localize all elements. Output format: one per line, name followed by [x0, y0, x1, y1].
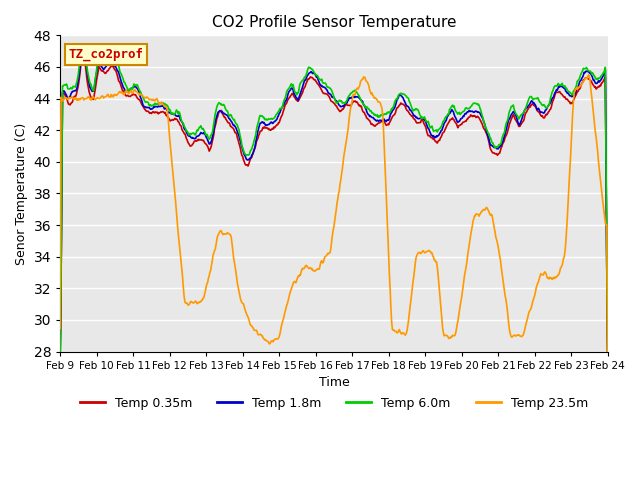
Legend: Temp 0.35m, Temp 1.8m, Temp 6.0m, Temp 23.5m: Temp 0.35m, Temp 1.8m, Temp 6.0m, Temp 2… — [75, 392, 593, 415]
Title: CO2 Profile Sensor Temperature: CO2 Profile Sensor Temperature — [212, 15, 456, 30]
Text: TZ_co2prof: TZ_co2prof — [68, 48, 143, 61]
X-axis label: Time: Time — [319, 376, 349, 389]
Y-axis label: Senor Temperature (C): Senor Temperature (C) — [15, 122, 28, 264]
